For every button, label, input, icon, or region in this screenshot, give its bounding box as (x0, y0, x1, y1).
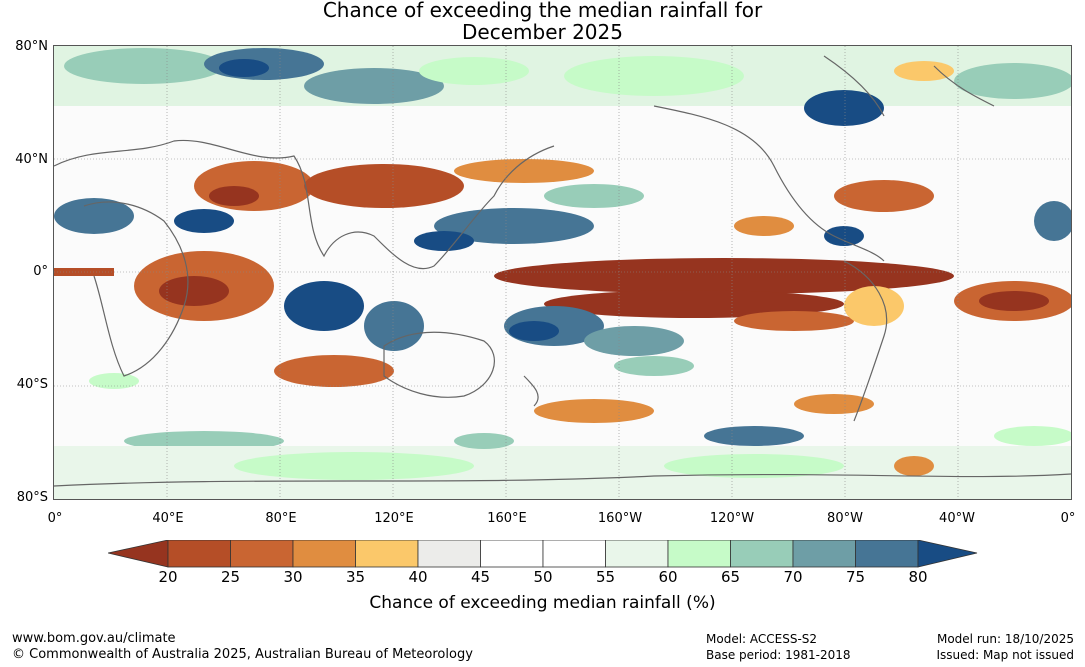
colorbar-label: Chance of exceeding median rainfall (%) (369, 593, 716, 613)
website-link[interactable]: www.bom.gov.au/climate (12, 631, 176, 646)
colorbar-low-arrow (108, 540, 169, 568)
colorbar-segment (230, 540, 294, 568)
antarctic-pattern (54, 433, 1071, 499)
x-label-160e: 160°E (487, 511, 527, 526)
x-label-0-right: 0° (1060, 511, 1076, 526)
equatorial-pattern (54, 251, 1071, 356)
colorbar-tick: 70 (783, 568, 803, 586)
colorbar-segment (667, 540, 731, 568)
colorbar-segment (417, 540, 481, 568)
colorbar-segment (167, 540, 231, 568)
map-canvas (54, 46, 1071, 499)
issued-status: Issued: Map not issued (936, 648, 1074, 662)
colorbar-segment (480, 540, 544, 568)
x-label-40e: 40°E (152, 511, 184, 526)
colorbar-tick: 45 (470, 568, 491, 586)
y-label-80n: 80°N (15, 39, 48, 54)
colorbar-tick: 35 (345, 568, 366, 586)
colorbar-segment (542, 540, 606, 568)
colorbar-segment (605, 540, 669, 568)
y-label-equator: 0° (33, 264, 48, 279)
colorbar-segment (292, 540, 356, 568)
colorbar-segment (792, 540, 856, 568)
colorbar-segment (355, 540, 419, 568)
colorbar-tick: 20 (158, 568, 178, 586)
rainfall-probability-map (53, 45, 1072, 500)
x-label-40w: 40°W (939, 511, 975, 526)
x-label-0: 0° (47, 511, 63, 526)
x-label-120w: 120°W (709, 511, 755, 526)
x-label-120e: 120°E (374, 511, 414, 526)
x-label-80e: 80°E (265, 511, 297, 526)
colorbar-tick: 30 (283, 568, 303, 586)
colorbar-high-arrow (917, 540, 978, 568)
x-label-160w: 160°W (597, 511, 643, 526)
colorbar-tick: 55 (595, 568, 616, 586)
map-title-line-1: Chance of exceeding the median rainfall … (322, 0, 763, 22)
x-label-80w: 80°W (827, 511, 863, 526)
colorbar-tick: 75 (845, 568, 866, 586)
colorbar-tick: 80 (908, 568, 928, 586)
model-name: Model: ACCESS-S2 (706, 632, 818, 646)
model-run: Model run: 18/10/2025 (936, 632, 1074, 646)
copyright-text: © Commonwealth of Australia 2025, Austra… (12, 647, 473, 662)
map-title-line-2: December 2025 (462, 20, 623, 44)
colorbar-tick: 25 (220, 568, 241, 586)
colorbar-segment (730, 540, 794, 568)
arctic-pattern (54, 46, 1071, 126)
coastlines (54, 55, 1071, 487)
y-label-40s: 40°S (16, 377, 48, 392)
y-label-80s: 80°S (16, 490, 48, 505)
base-period: Base period: 1981-2018 (706, 648, 851, 662)
colorbar-tick: 40 (408, 568, 428, 586)
colorbar-tick: 65 (720, 568, 741, 586)
graticule (54, 46, 1071, 499)
colorbar-tick: 50 (533, 568, 553, 586)
colorbar-tick: 60 (658, 568, 678, 586)
colorbar-segment (855, 540, 919, 568)
northern-midlatitude-pattern (54, 159, 1071, 251)
y-label-40n: 40°N (15, 152, 48, 167)
colorbar (108, 540, 978, 568)
